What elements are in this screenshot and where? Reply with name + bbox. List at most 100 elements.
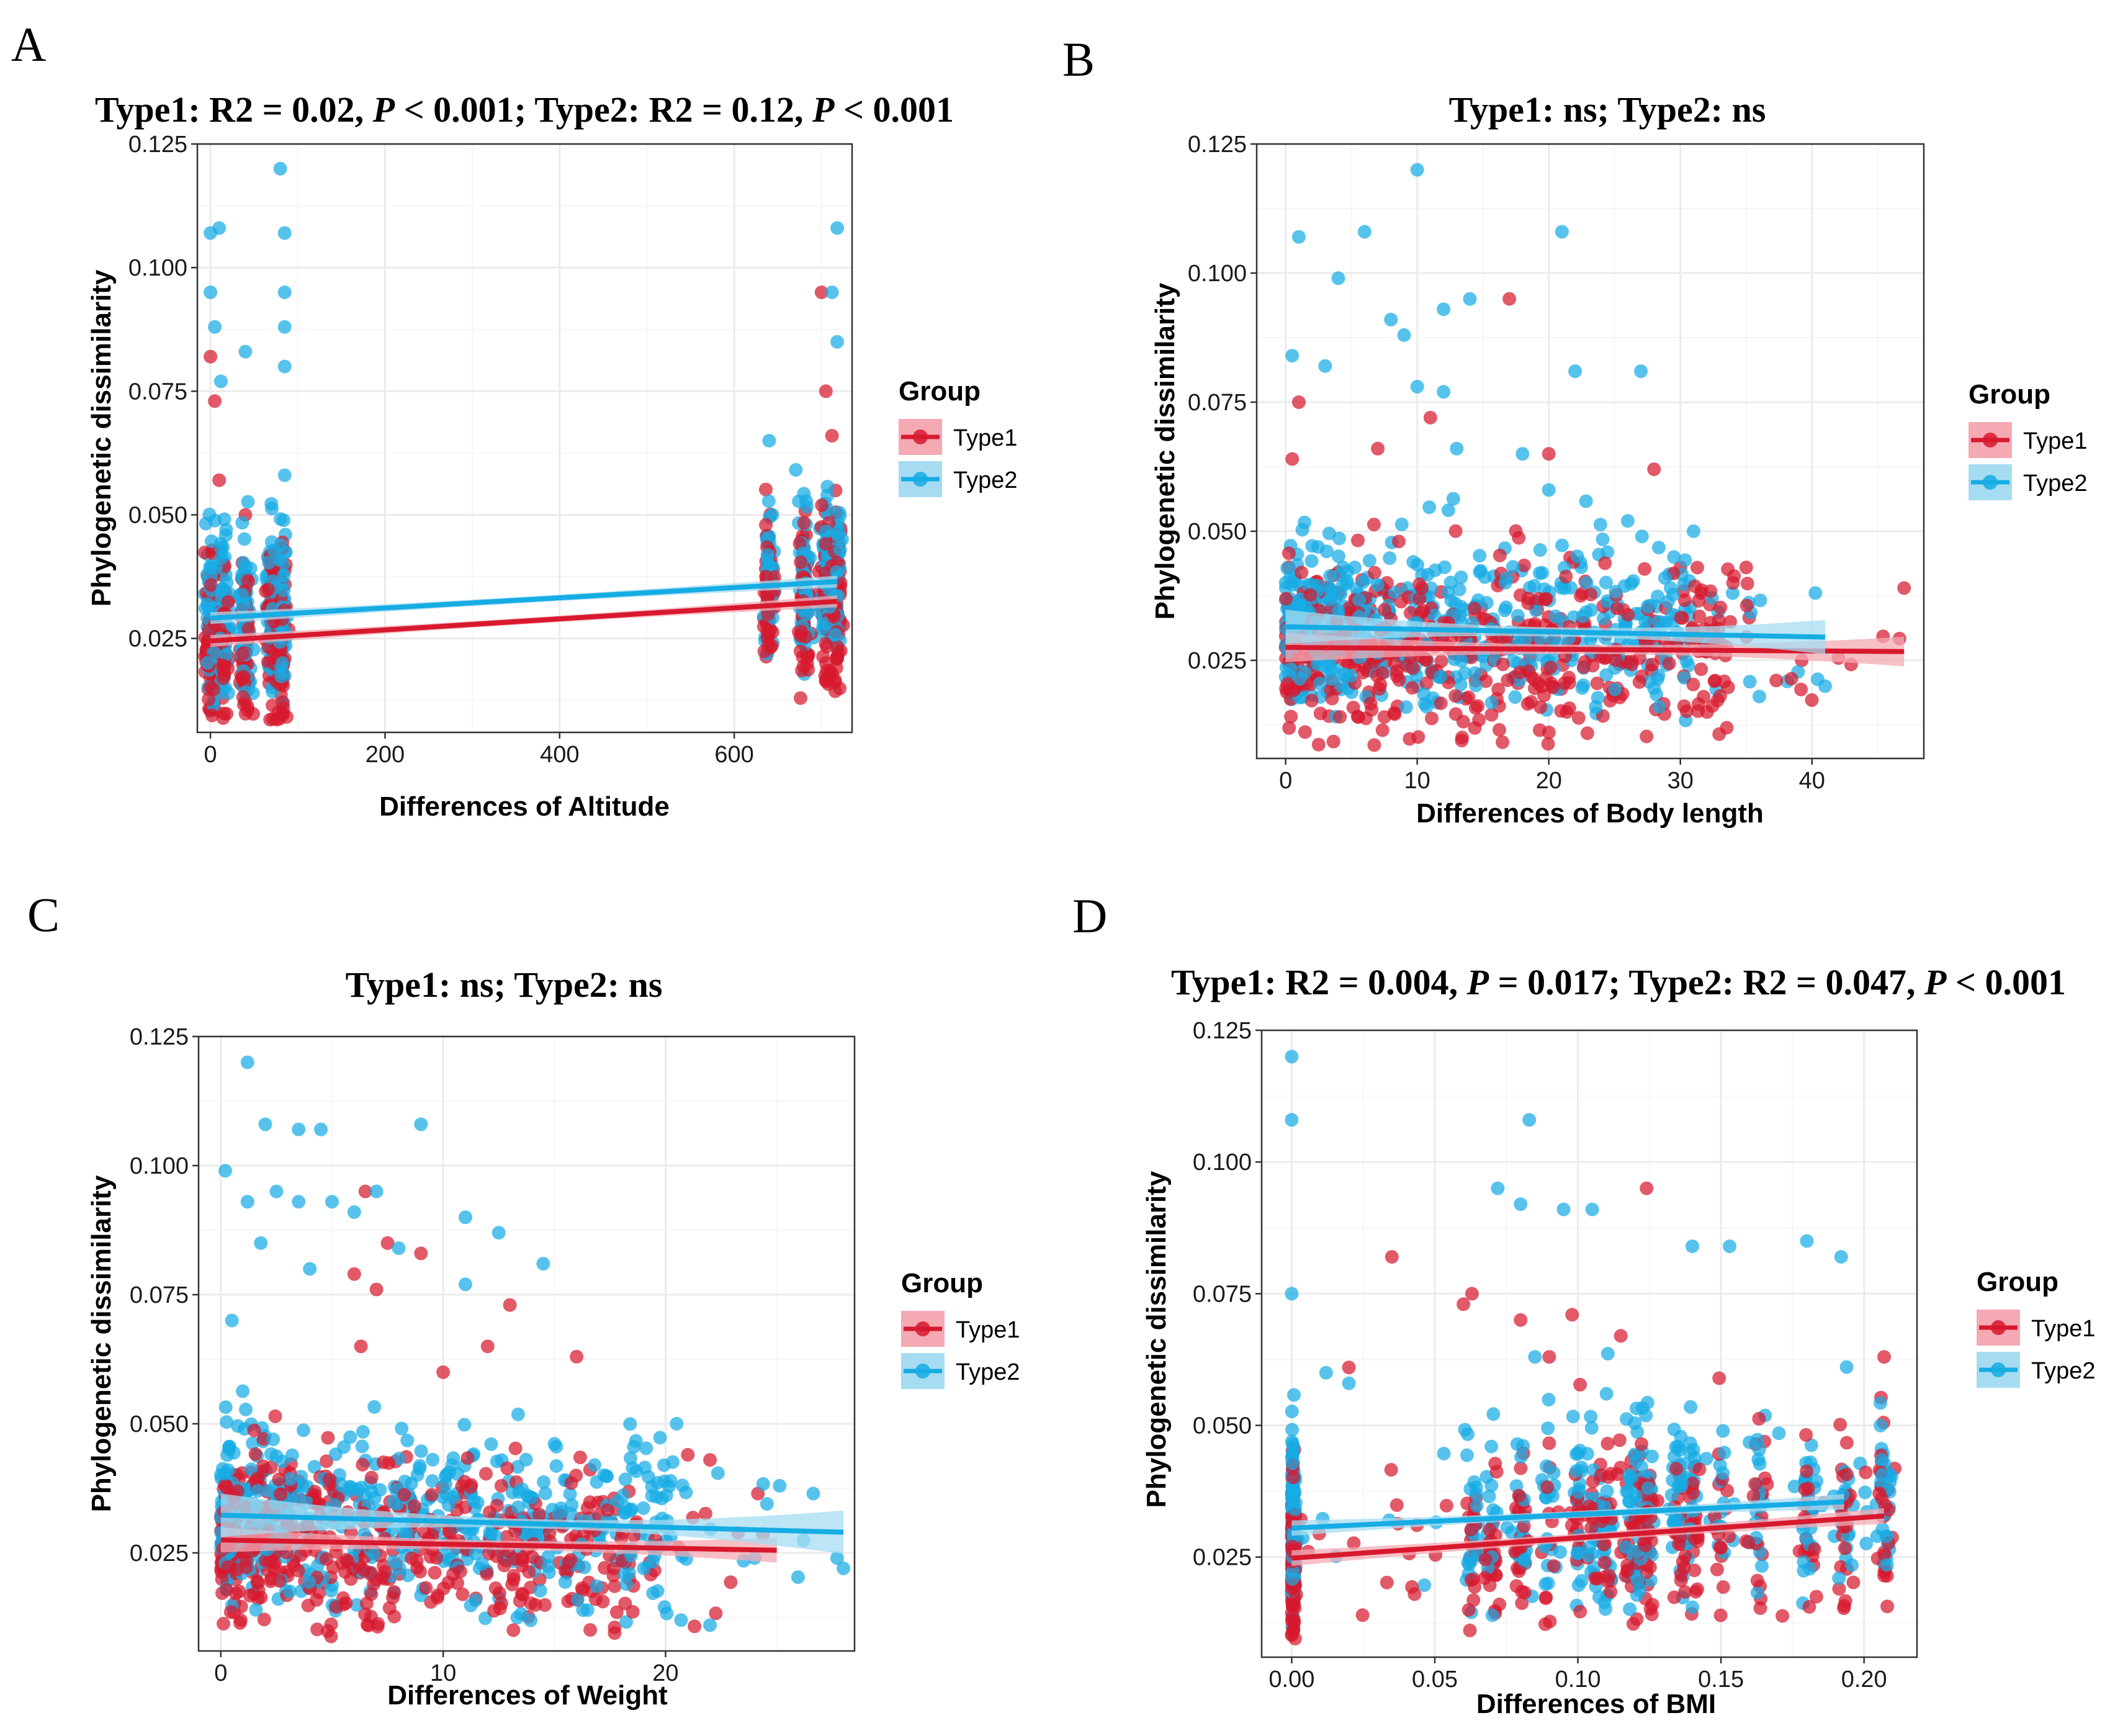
type2-point xyxy=(1311,540,1325,554)
y-tick-label: 0.100 xyxy=(128,255,187,281)
type2-point xyxy=(1658,571,1672,585)
type2-point xyxy=(761,494,776,508)
regression-fits xyxy=(210,575,838,647)
plot-frame xyxy=(196,143,853,734)
type1-point xyxy=(241,622,256,636)
type2-point xyxy=(1417,687,1431,701)
type2-point xyxy=(1599,1602,1613,1616)
type2-point xyxy=(398,1474,412,1488)
type1-point xyxy=(1502,292,1517,306)
type2-point xyxy=(1486,1503,1501,1517)
type2-point xyxy=(639,1441,653,1455)
type1-point xyxy=(204,349,218,364)
type2-point xyxy=(1511,609,1525,623)
type1-point xyxy=(387,1585,401,1599)
type1-point xyxy=(1326,734,1340,749)
type2-point xyxy=(1600,1484,1614,1498)
type1-point xyxy=(1404,606,1417,620)
type2-point xyxy=(1753,690,1766,704)
type2-point xyxy=(1461,1427,1475,1441)
type2-point xyxy=(1298,665,1312,680)
type1-point xyxy=(1282,546,1296,560)
type2-point xyxy=(1599,575,1613,590)
type1-point xyxy=(575,1581,589,1595)
type1-point xyxy=(294,1548,308,1562)
type2-point xyxy=(285,1448,299,1462)
type1-point xyxy=(532,1508,546,1522)
type2-point xyxy=(1628,1490,1643,1504)
type2-point xyxy=(1394,517,1409,531)
type2-point xyxy=(1627,1447,1641,1462)
type2-point xyxy=(1633,1583,1647,1597)
type2-point xyxy=(392,1241,406,1256)
type1-point xyxy=(1832,1581,1846,1596)
type1-point xyxy=(1461,690,1476,704)
type1-point xyxy=(1690,560,1704,575)
type2-point xyxy=(1879,1529,1893,1544)
type2-point xyxy=(258,1117,272,1131)
type2-point xyxy=(413,1459,427,1473)
legend-point-swatch xyxy=(915,1364,930,1378)
type1-point xyxy=(1620,1563,1635,1578)
type2-point xyxy=(655,1491,669,1506)
panel-b-legend: Group Type1 Type2 xyxy=(1969,379,2088,500)
type1-point xyxy=(814,286,828,299)
type2-point xyxy=(1620,514,1635,528)
type1-point xyxy=(1472,713,1486,727)
type2-point xyxy=(1340,564,1355,578)
type2-point xyxy=(1554,580,1568,595)
type2-point xyxy=(1310,657,1324,671)
type2-point xyxy=(469,1547,483,1561)
type2-point xyxy=(1285,1456,1300,1470)
type1-point xyxy=(220,1583,234,1597)
type2-point xyxy=(597,1468,611,1482)
legend-key-type1 xyxy=(899,419,942,455)
type2-point xyxy=(563,1487,577,1501)
type2-point xyxy=(1473,549,1487,563)
type1-point xyxy=(1705,699,1720,713)
type2-point xyxy=(367,1400,382,1414)
type1-point xyxy=(1739,560,1753,575)
type1-point xyxy=(1584,587,1598,601)
type1-point xyxy=(1838,1594,1852,1608)
type2-point xyxy=(1651,541,1666,555)
type1-point xyxy=(1533,700,1548,714)
type1-point xyxy=(347,1267,361,1281)
panel-c-plot: 0 10 20 0.025 0.050 0.075 0.100 0.125 xyxy=(130,1024,856,1686)
plot-frame xyxy=(1260,1029,1918,1658)
type2-point xyxy=(636,1501,650,1515)
type2-point xyxy=(806,1486,820,1501)
type2-point xyxy=(1570,549,1584,564)
type2-point xyxy=(393,1561,406,1575)
type1-point xyxy=(514,1586,529,1601)
type2-point xyxy=(536,1257,550,1271)
y-tick-label: 0.025 xyxy=(1188,648,1247,674)
type2-point xyxy=(1634,364,1648,379)
type2-point xyxy=(1357,225,1372,239)
type2-point xyxy=(489,1529,503,1544)
type1-point xyxy=(1676,1555,1690,1569)
y-tick-label: 0.050 xyxy=(1188,519,1247,545)
type1-point xyxy=(236,690,250,704)
axes: 0 10 20 30 40 0.025 0.050 0.075 0.100 0.125 xyxy=(1188,132,1825,794)
type1-point xyxy=(558,1564,572,1578)
type2-point xyxy=(277,359,292,374)
type1-point xyxy=(608,1626,622,1640)
type2-point xyxy=(660,1606,674,1621)
type1-point xyxy=(1416,603,1430,618)
type2-point xyxy=(1859,1536,1874,1550)
type2-point xyxy=(1356,575,1370,589)
type1-point xyxy=(825,429,839,443)
type2-point xyxy=(1437,560,1452,574)
type2-point xyxy=(650,1476,665,1490)
type1-point xyxy=(1582,1499,1596,1513)
type1-point xyxy=(223,1605,238,1619)
panel-c-legend: Group Type1 Type2 xyxy=(901,1268,1020,1389)
type1-point xyxy=(583,1495,597,1509)
type2-point xyxy=(1323,569,1337,583)
legend-point-swatch xyxy=(1991,1362,2006,1377)
type1-point xyxy=(1375,723,1389,737)
legend-key-type2 xyxy=(899,461,942,497)
type1-point xyxy=(1512,1488,1526,1503)
type1-point xyxy=(405,1551,419,1565)
